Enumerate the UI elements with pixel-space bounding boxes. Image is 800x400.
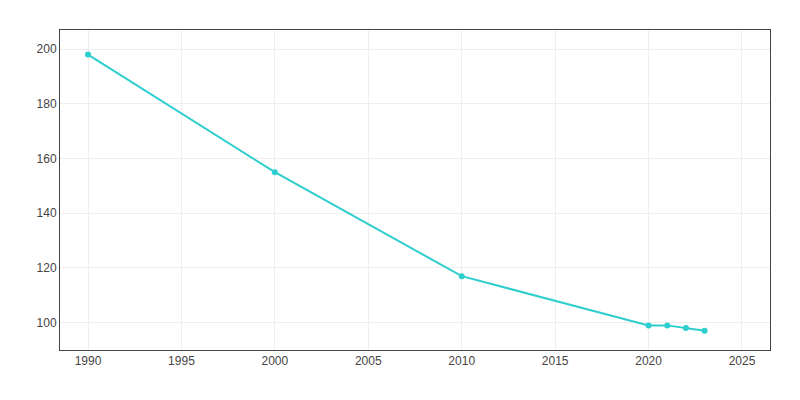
svg-text:2025: 2025 [729,354,756,368]
svg-text:180: 180 [37,97,57,111]
svg-text:1990: 1990 [75,354,102,368]
svg-text:1995: 1995 [168,354,195,368]
svg-text:2010: 2010 [448,354,475,368]
svg-text:2020: 2020 [635,354,662,368]
svg-text:160: 160 [37,152,57,166]
svg-text:2015: 2015 [542,354,569,368]
svg-text:2005: 2005 [355,354,382,368]
svg-text:140: 140 [37,206,57,220]
svg-text:200: 200 [37,42,57,56]
svg-text:2000: 2000 [262,354,289,368]
svg-text:120: 120 [37,261,57,275]
svg-text:100: 100 [37,316,57,330]
